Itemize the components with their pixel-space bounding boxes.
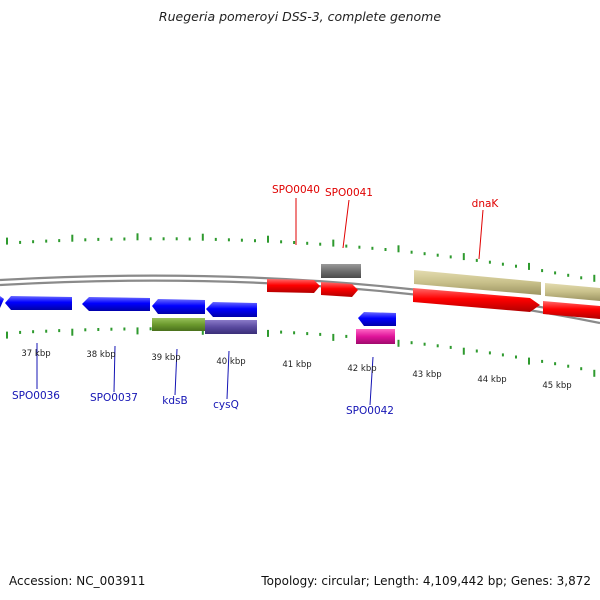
accession-text: Accession: NC_003911	[9, 574, 146, 588]
genome-stats-text: Topology: circular; Length: 4,109,442 bp…	[261, 574, 591, 588]
scale-label-38kbp: 38 kbp	[86, 350, 115, 360]
gene-SPO0042[interactable]	[358, 312, 396, 326]
gene-label-SPO0041[interactable]: SPO0041	[325, 187, 373, 199]
gene-SPO0040[interactable]	[267, 279, 320, 293]
scale-label-37kbp: 37 kbp	[21, 349, 50, 359]
gene-label-SPO0037[interactable]: SPO0037	[90, 392, 138, 404]
gene-kdsB[interactable]	[152, 299, 205, 314]
genome-title: Ruegeria pomeroyi DSS-3, complete genome	[158, 9, 442, 24]
gene-label-SPO0040[interactable]: SPO0040	[272, 184, 320, 196]
gene-dnaK[interactable]	[413, 288, 540, 312]
reverse-strand-features	[0, 296, 396, 344]
feature-cysQ-purple[interactable]	[205, 320, 257, 334]
scale-label-41kbp: 41 kbp	[282, 360, 311, 370]
feature-dnaK-olive[interactable]	[414, 270, 541, 295]
upper-tick-row	[6, 233, 596, 282]
scale-label-43kbp: 43 kbp	[412, 370, 441, 380]
gene-label-SPO0036[interactable]: SPO0036	[12, 390, 60, 402]
scale-label-44kbp: 44 kbp	[477, 375, 506, 385]
gene-next-forward[interactable]	[543, 301, 600, 319]
gene-SPO0037[interactable]	[82, 297, 150, 311]
gene-cysQ[interactable]	[206, 302, 257, 317]
feature-next-olive[interactable]	[545, 283, 600, 301]
forward-strand-features	[267, 264, 600, 319]
scale-label-40kbp: 40 kbp	[216, 357, 245, 367]
gene-SPO0036[interactable]	[5, 296, 72, 310]
gene-label-kdsB[interactable]: kdsB	[162, 395, 187, 407]
scale-label-42kbp: 42 kbp	[347, 364, 376, 374]
gene-label-dnaK[interactable]: dnaK	[472, 198, 500, 210]
label-leader-lines	[36, 198, 484, 406]
gene-label-SPO0042[interactable]: SPO0042	[346, 405, 394, 417]
gene-label-cysQ[interactable]: cysQ	[213, 399, 239, 411]
scale-label-39kbp: 39 kbp	[151, 353, 180, 363]
feature-SPO0042-pink[interactable]	[356, 329, 395, 344]
scale-label-45kbp: 45 kbp	[542, 381, 571, 391]
gene-SPO0041[interactable]	[321, 282, 358, 297]
feature-kdsB-green[interactable]	[152, 318, 205, 331]
feature-SPO0041-gray[interactable]	[321, 264, 361, 278]
gene-partial-left[interactable]	[0, 296, 4, 308]
